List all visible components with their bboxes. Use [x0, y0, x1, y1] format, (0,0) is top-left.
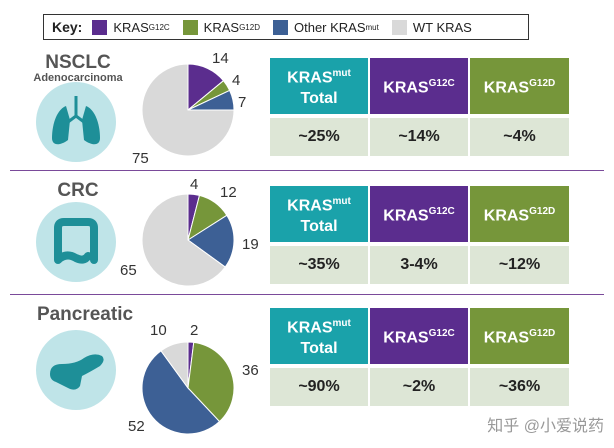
legend-swatch-g12c: [92, 19, 108, 35]
pie-chart-pancreatic: [141, 341, 235, 435]
header-total-sup: mut: [332, 195, 351, 207]
legend: Key: KRAS G12C KRAS G12D Other KRAS mut WT …: [43, 14, 529, 40]
value-total: ~35%: [270, 246, 368, 284]
header-g12d-main: KRAS: [483, 329, 530, 347]
value-g12d: ~12%: [470, 246, 569, 284]
legend-label-g12c: KRAS: [113, 19, 149, 35]
header-kras-g12c: KRASG12C: [370, 186, 468, 242]
pie-slice-other: [187, 214, 235, 268]
header-g12c-sup: G12C: [428, 328, 455, 340]
header-g12d-sup: G12D: [529, 206, 556, 218]
header-total-main: KRAS: [287, 197, 333, 215]
header-g12d-main: KRAS: [483, 207, 530, 225]
header-g12d-sup: G12D: [529, 78, 556, 90]
pie-label-g12c: 14: [212, 50, 229, 67]
pie-label-g12d: 12: [220, 184, 237, 201]
legend-label-g12d: KRAS: [203, 19, 240, 35]
pie-label-g12c: 2: [190, 322, 199, 339]
section-subtitle: Adenocarcinoma: [33, 72, 123, 84]
pie-label-g12d: 36: [242, 362, 259, 379]
header-g12c-main: KRAS: [383, 329, 429, 347]
legend-title: Key:: [52, 19, 83, 35]
value-g12d: ~36%: [470, 368, 569, 406]
lungs-icon: [36, 82, 116, 162]
value-total: ~25%: [270, 118, 368, 156]
pie-label-other: 19: [242, 236, 259, 253]
legend-item-other: Other KRAS mut: [272, 19, 379, 35]
table-pancreatic: KRASmut Total KRASG12C KRASG12D ~90% ~2% …: [270, 308, 569, 408]
pie-label-wt: 65: [120, 262, 137, 279]
pie-label-other: 52: [128, 418, 145, 435]
section-title: NSCLC: [45, 52, 111, 73]
header-total-main: KRAS: [287, 69, 333, 87]
pie-label-wt: 75: [132, 150, 149, 167]
section-divider: [10, 294, 604, 295]
header-kras-g12d: KRASG12D: [470, 308, 569, 364]
pie-chart-nsclc: [141, 63, 235, 157]
pie-label-g12d: 4: [232, 72, 241, 89]
header-kras-g12c: KRASG12C: [370, 308, 468, 364]
pie-slice-wt: [141, 63, 235, 157]
legend-swatch-other: [272, 19, 288, 35]
header-kras-mut-total: KRASmut Total: [270, 186, 368, 242]
legend-sup-g12d: G12D: [239, 22, 260, 32]
section-title: CRC: [57, 180, 99, 201]
header-g12d-main: KRAS: [483, 79, 530, 97]
section-title: Pancreatic: [36, 304, 134, 325]
header-total-sup: mut: [332, 67, 351, 79]
pie-label-g12c: 4: [190, 176, 199, 193]
legend-swatch-g12d: [182, 19, 198, 35]
header-kras-g12d: KRASG12D: [470, 186, 569, 242]
section-divider: [10, 170, 604, 171]
value-g12c: 3-4%: [370, 246, 468, 284]
legend-sup-other: mut: [365, 22, 379, 32]
value-g12c: ~2%: [370, 368, 468, 406]
header-total-main: KRAS: [287, 319, 333, 337]
pie-label-other: 7: [238, 94, 247, 111]
header-g12c-sup: G12C: [428, 206, 455, 218]
pie-slice-g12d: [187, 341, 235, 423]
legend-item-g12d: KRAS G12D: [182, 19, 260, 35]
header-kras-mut-total: KRASmut Total: [270, 58, 368, 114]
header-total-sup: mut: [332, 317, 351, 329]
value-g12c: ~14%: [370, 118, 468, 156]
table-crc: KRASmut Total KRASG12C KRASG12D ~35% 3-4%…: [270, 186, 569, 286]
legend-swatch-wt: [391, 19, 407, 35]
pie-slice-wt: [160, 341, 189, 390]
header-kras-g12c: KRASG12C: [370, 58, 468, 114]
legend-sup-g12c: G12C: [148, 22, 170, 32]
legend-label-other: Other KRAS: [293, 19, 366, 35]
pie-chart-crc: [141, 193, 235, 287]
value-g12d: ~4%: [470, 118, 569, 156]
watermark-text: 知乎 @小爱说药: [487, 418, 604, 435]
pie-slice-wt: [141, 193, 226, 287]
pie-slice-other: [141, 350, 221, 435]
header-g12c-sup: G12C: [428, 78, 455, 90]
colon-icon: [36, 202, 116, 282]
pie-label-wt: 10: [150, 322, 167, 339]
table-nsclc: KRASmut Total KRASG12C KRASG12D ~25% ~14%…: [270, 58, 569, 158]
legend-label-wt: WT KRAS: [412, 19, 472, 35]
header-g12c-main: KRAS: [383, 79, 429, 97]
legend-item-wt: WT KRAS: [391, 19, 472, 35]
value-total: ~90%: [270, 368, 368, 406]
header-kras-mut-total: KRASmut Total: [270, 308, 368, 364]
header-g12d-sup: G12D: [529, 328, 556, 340]
pancreas-icon: [36, 330, 116, 410]
header-total-line2: Total: [300, 218, 338, 236]
header-kras-g12d: KRASG12D: [470, 58, 569, 114]
header-g12c-main: KRAS: [383, 207, 429, 225]
legend-item-g12c: KRAS G12C: [92, 19, 170, 35]
header-total-line2: Total: [300, 90, 338, 108]
header-total-line2: Total: [300, 340, 338, 358]
